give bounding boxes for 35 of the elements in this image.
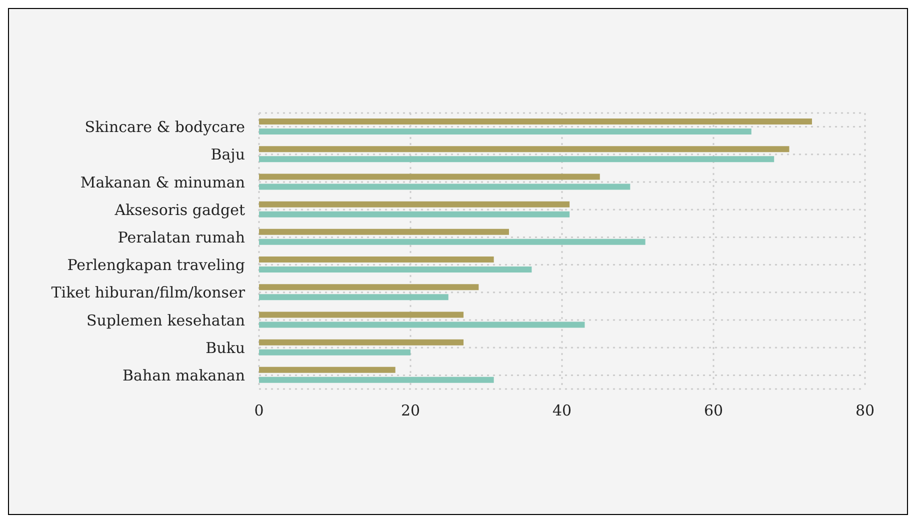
bar	[259, 228, 509, 235]
y-tick-label: Tiket hiburan/film/konser	[51, 284, 246, 302]
y-tick-label: Baju	[210, 146, 246, 164]
bar	[259, 349, 410, 356]
bar	[259, 284, 479, 290]
bar	[259, 256, 494, 263]
x-tick-label: 40	[552, 402, 572, 420]
bar	[259, 339, 464, 346]
y-tick-label: Perlengkapan traveling	[67, 256, 246, 274]
bar	[259, 146, 790, 152]
y-tick-label: Aksesoris gadget	[114, 200, 245, 219]
y-tick-label: Peralatan rumah	[118, 228, 246, 247]
bar	[259, 322, 585, 328]
y-tick-label: Skincare & bodycare	[84, 118, 246, 136]
bar	[259, 174, 600, 180]
bar	[259, 201, 570, 208]
x-tick-label: 20	[400, 402, 420, 420]
bar	[259, 266, 532, 273]
bar	[259, 128, 752, 135]
bar	[259, 294, 448, 300]
bar	[259, 184, 630, 190]
bar	[259, 376, 494, 383]
y-tick-label: Bahan makanan	[122, 366, 246, 385]
bar	[259, 238, 646, 245]
bar	[259, 312, 464, 318]
bar	[259, 156, 774, 162]
y-tick-label: Makanan & minuman	[80, 173, 246, 192]
bar	[259, 118, 812, 125]
y-tick-label: Buku	[206, 338, 246, 357]
bar	[259, 366, 396, 373]
x-tick-label: 60	[704, 402, 724, 420]
x-tick-label: 80	[855, 402, 875, 420]
bar	[259, 211, 570, 218]
y-tick-label: Suplemen kesehatan	[86, 311, 246, 330]
x-tick-label: 0	[254, 402, 264, 420]
